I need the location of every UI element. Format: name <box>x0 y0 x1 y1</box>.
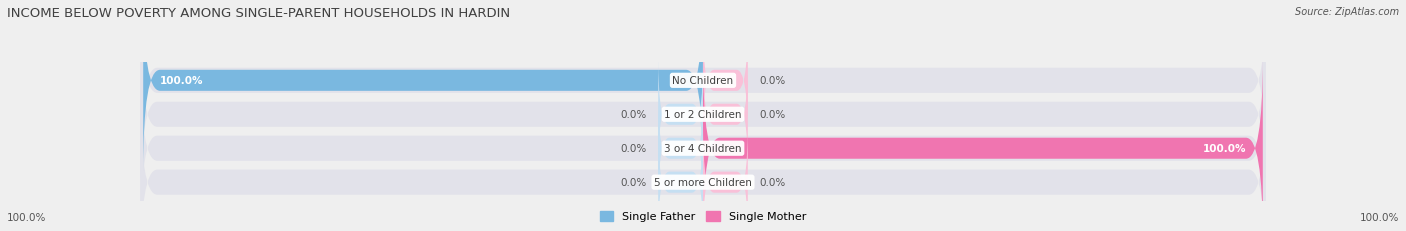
Text: 0.0%: 0.0% <box>759 177 785 187</box>
Text: Source: ZipAtlas.com: Source: ZipAtlas.com <box>1295 7 1399 17</box>
Text: 1 or 2 Children: 1 or 2 Children <box>664 110 742 120</box>
Text: INCOME BELOW POVERTY AMONG SINGLE-PARENT HOUSEHOLDS IN HARDIN: INCOME BELOW POVERTY AMONG SINGLE-PARENT… <box>7 7 510 20</box>
Text: No Children: No Children <box>672 76 734 86</box>
Text: 0.0%: 0.0% <box>621 144 647 154</box>
FancyBboxPatch shape <box>143 0 703 172</box>
Text: 100.0%: 100.0% <box>7 212 46 222</box>
Text: 100.0%: 100.0% <box>160 76 204 86</box>
Text: 0.0%: 0.0% <box>621 110 647 120</box>
FancyBboxPatch shape <box>658 125 703 231</box>
Text: 0.0%: 0.0% <box>621 177 647 187</box>
Text: 3 or 4 Children: 3 or 4 Children <box>664 144 742 154</box>
FancyBboxPatch shape <box>141 94 1265 231</box>
Text: 5 or more Children: 5 or more Children <box>654 177 752 187</box>
FancyBboxPatch shape <box>658 91 703 206</box>
FancyBboxPatch shape <box>703 125 748 231</box>
Text: 0.0%: 0.0% <box>759 76 785 86</box>
FancyBboxPatch shape <box>703 58 748 172</box>
Text: 100.0%: 100.0% <box>1360 212 1399 222</box>
Legend: Single Father, Single Mother: Single Father, Single Mother <box>596 206 810 226</box>
FancyBboxPatch shape <box>703 58 1263 231</box>
FancyBboxPatch shape <box>141 60 1265 231</box>
FancyBboxPatch shape <box>141 26 1265 204</box>
Text: 0.0%: 0.0% <box>759 110 785 120</box>
FancyBboxPatch shape <box>141 0 1265 170</box>
Text: 100.0%: 100.0% <box>1202 144 1246 154</box>
FancyBboxPatch shape <box>703 24 748 138</box>
FancyBboxPatch shape <box>658 58 703 172</box>
